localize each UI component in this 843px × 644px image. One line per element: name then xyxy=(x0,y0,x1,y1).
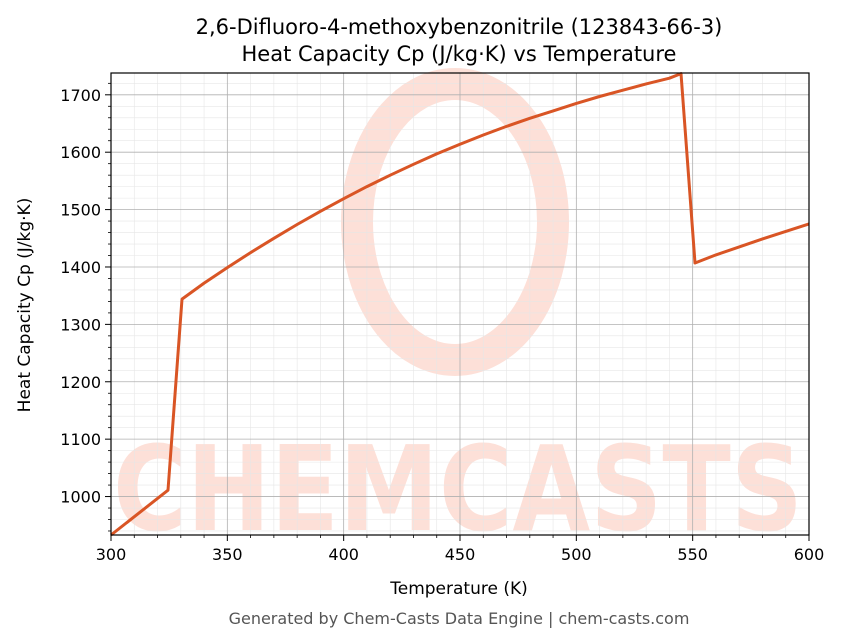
watermark: CHEMCASTS xyxy=(113,68,803,558)
y-axis-label: Heat Capacity Cp (J/kg·K) xyxy=(15,198,35,413)
x-axis-label: Temperature (K) xyxy=(389,579,528,599)
tick-marks xyxy=(105,82,810,541)
x-tick-label: 350 xyxy=(212,545,243,564)
x-tick-label: 600 xyxy=(794,545,825,564)
x-tick-label: 300 xyxy=(96,545,127,564)
footer-credit: Generated by Chem-Casts Data Engine | ch… xyxy=(229,609,690,628)
y-tick-label: 1100 xyxy=(60,430,101,449)
y-tick-labels: 1000 1100 1200 1300 1400 1500 1600 1700 xyxy=(60,86,101,507)
y-tick-label: 1700 xyxy=(60,86,101,105)
watermark-logo-ring xyxy=(341,68,569,376)
y-tick-label: 1000 xyxy=(60,488,101,507)
x-tick-label: 450 xyxy=(445,545,476,564)
series-layer xyxy=(110,72,810,537)
y-tick-label: 1600 xyxy=(60,143,101,162)
y-tick-label: 1300 xyxy=(60,315,101,334)
x-tick-label: 400 xyxy=(328,545,359,564)
chart-subtitle: Heat Capacity Cp (J/kg·K) vs Temperature xyxy=(242,42,677,66)
x-tick-label: 500 xyxy=(561,545,592,564)
chart-title: 2,6-Difluoro-4-methoxybenzonitrile (1238… xyxy=(196,15,723,39)
x-tick-label: 550 xyxy=(677,545,708,564)
x-tick-labels: 300 350 400 450 500 550 600 xyxy=(96,545,825,564)
y-tick-label: 1400 xyxy=(60,258,101,277)
y-tick-label: 1200 xyxy=(60,373,101,392)
major-grid xyxy=(111,73,809,535)
y-tick-label: 1500 xyxy=(60,201,101,220)
watermark-text: CHEMCASTS xyxy=(113,420,803,558)
series-line xyxy=(110,72,810,537)
